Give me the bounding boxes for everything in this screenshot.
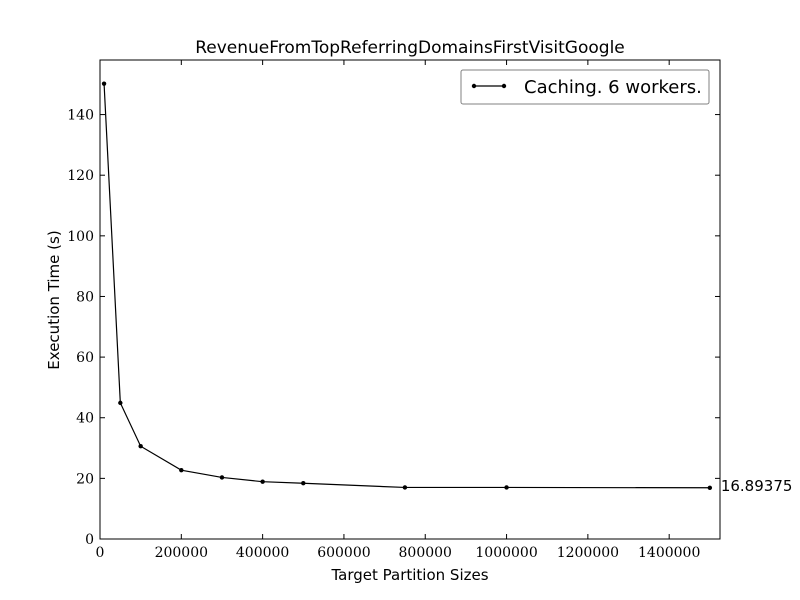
data-point [504,485,509,490]
x-tick-label: 1000000 [475,545,537,561]
series-layer [101,81,713,490]
x-tick-label: 1200000 [557,545,619,561]
y-tick-label: 60 [76,350,94,366]
legend-marker-right [501,83,507,89]
y-tick-label: 100 [67,229,94,245]
data-point [219,475,225,480]
plot-area [99,59,721,540]
legend-marker-left [471,83,477,89]
data-point [301,481,306,486]
y-tick-labels: 0 20 40 60 80 100 120 140 [67,108,94,548]
series-line [103,83,710,489]
data-point [118,400,123,406]
last-value-annotation: 16.89375 [721,477,793,495]
y-axis-label: Execution Time (s) [45,230,63,369]
chart-title: RevenueFromTopReferringDomainsFirstVisit… [195,38,625,58]
x-tick-label: 400000 [236,545,289,561]
legend-box [460,69,710,105]
y-tick-label: 80 [76,289,94,305]
data-point [707,485,713,490]
data-point [402,485,408,490]
x-tick-label: 600000 [317,545,370,561]
x-tick-label: 800000 [399,545,452,561]
legend-label: Caching. 6 workers. [524,77,702,98]
x-tick-label: 1400000 [638,545,700,561]
data-point [138,444,143,449]
data-point [101,81,107,86]
y-tick-label: 20 [76,471,94,487]
y-tick-label: 0 [85,532,94,548]
x-tick-label: 200000 [155,545,208,561]
y-tick-label: 120 [67,168,94,184]
x-axis-label: Target Partition Sizes [330,566,488,584]
y-tick-label: 140 [67,108,94,124]
x-tick-labels: 0 200000 400000 600000 800000 1000000 1200000 1… [96,545,701,561]
legend: Caching. 6 workers. [460,69,710,105]
x-tick-label: 0 [96,545,105,561]
axis-ticks [99,60,720,540]
data-point [260,479,265,484]
y-tick-label: 40 [76,411,94,427]
data-point [179,467,184,473]
